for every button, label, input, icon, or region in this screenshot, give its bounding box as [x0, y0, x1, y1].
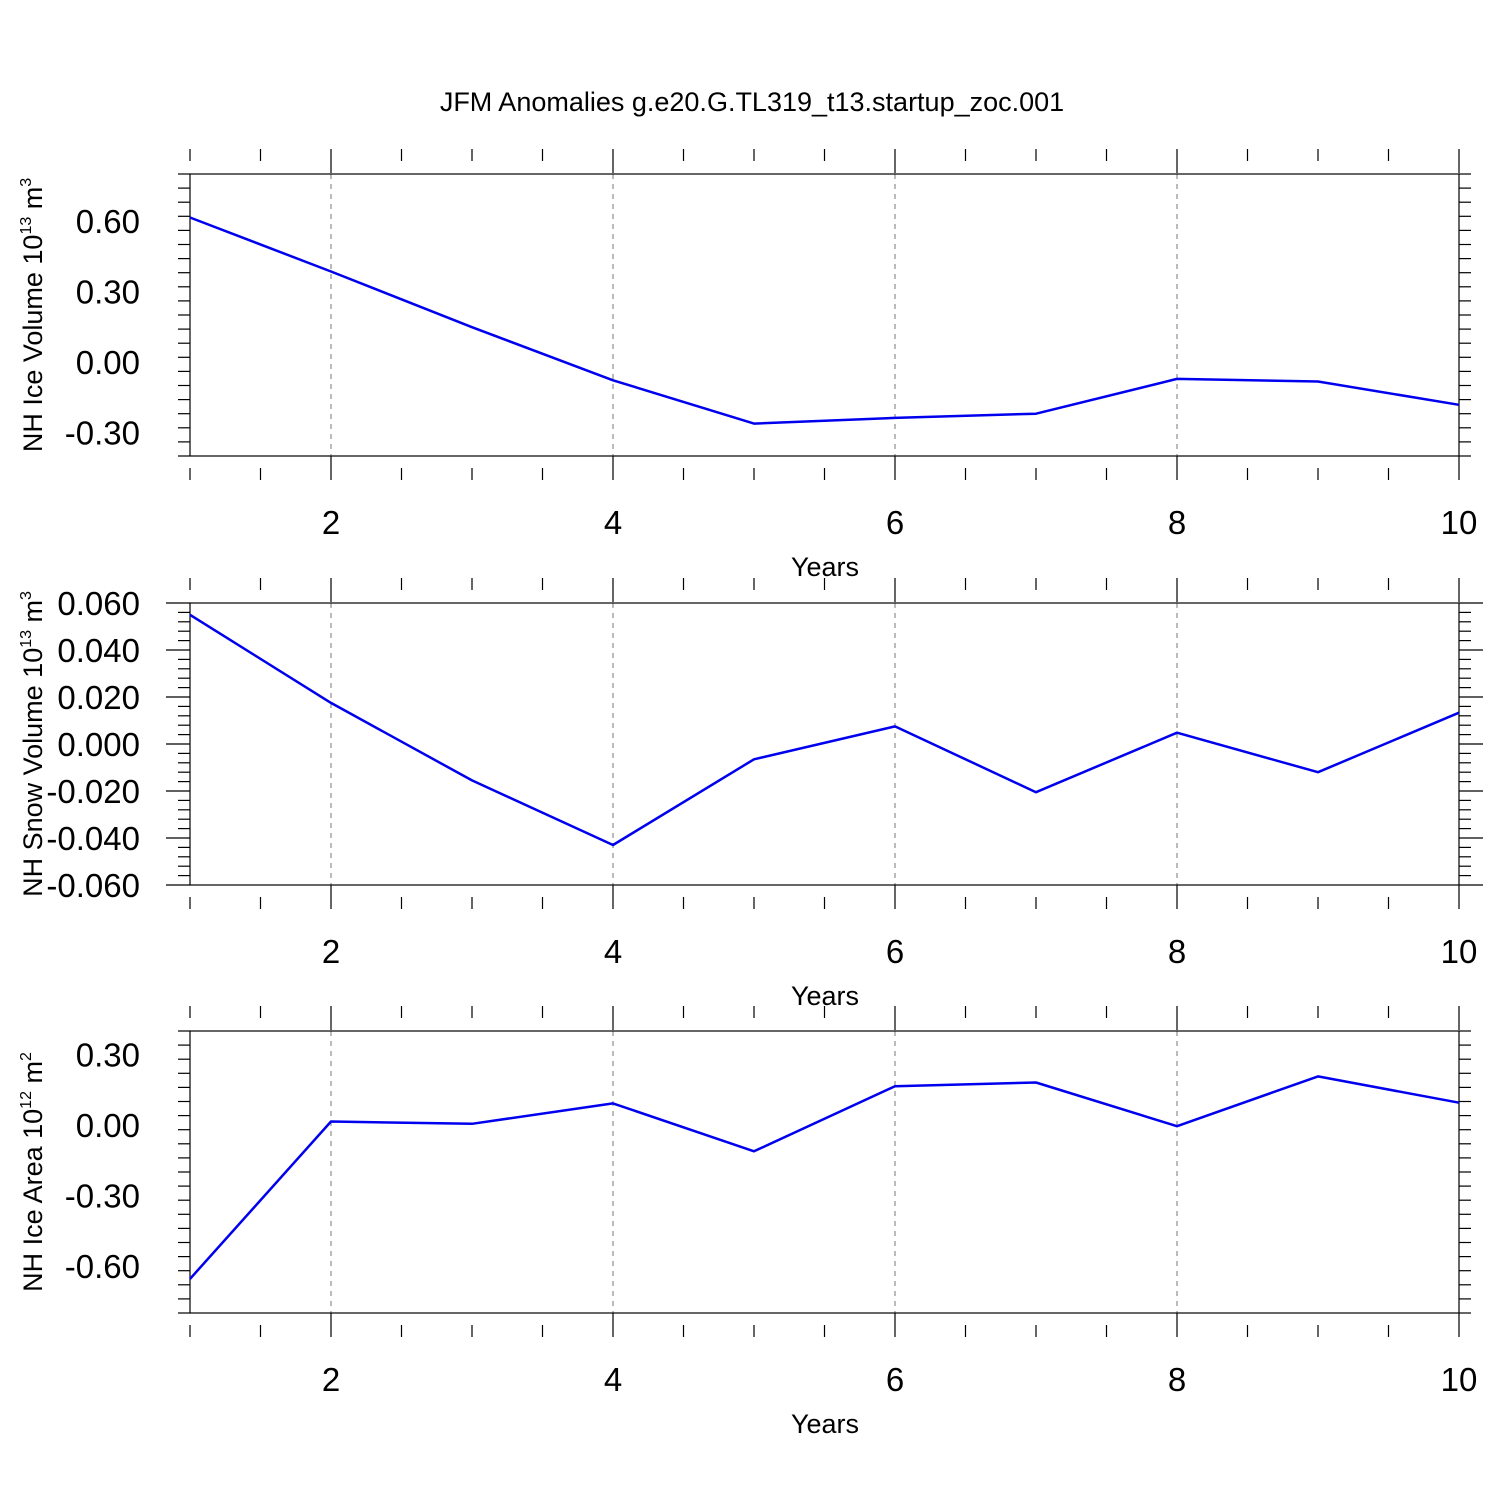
y-tick-label: -0.30 [65, 415, 140, 452]
x-axis-label: Years [791, 1409, 859, 1439]
y-tick-label: -0.30 [65, 1178, 140, 1215]
x-axis-label: Years [791, 552, 859, 582]
x-tick-label: 4 [604, 1361, 622, 1398]
chart-panel-3: -0.60 -0.30 0.00 0.30 2 4 6 8 10 Years NH Ice Area… [18, 1006, 1477, 1439]
x-tick-label: 4 [604, 933, 622, 970]
y-tick-label: -0.060 [46, 867, 140, 904]
figure-title: JFM Anomalies g.e20.G.TL319_t13.startup_… [440, 87, 1064, 117]
x-tick-label: 10 [1441, 1361, 1478, 1398]
y-tick-label: 0.060 [57, 585, 140, 622]
x-tick-label: 10 [1441, 933, 1478, 970]
y-tick-label: 0.30 [76, 1037, 140, 1074]
x-tick-label: 2 [322, 1361, 340, 1398]
x-tick-label: 4 [604, 504, 622, 541]
x-tick-label: 6 [886, 504, 904, 541]
y-tick-label: 0.60 [76, 203, 140, 240]
y-tick-label: 0.30 [76, 274, 140, 311]
y-tick-label: -0.040 [46, 820, 140, 857]
x-tick-label: 6 [886, 1361, 904, 1398]
y-tick-label: 0.020 [57, 679, 140, 716]
y-tick-label: 0.00 [76, 344, 140, 381]
x-tick-label: 2 [322, 504, 340, 541]
y-axis-label: NH Snow Volume 1013 m3 [18, 591, 48, 897]
series-line [189, 613, 1460, 847]
x-tick-label: 2 [322, 933, 340, 970]
x-tick-label: 6 [886, 933, 904, 970]
chart-panel-1: -0.30 0.00 0.30 0.60 2 4 6 8 10 Years NH Ice Volum… [18, 149, 1477, 582]
panels: -0.30 0.00 0.30 0.60 2 4 6 8 10 Years NH Ice Volum… [18, 149, 1483, 1439]
y-tick-label: 0.000 [57, 726, 140, 763]
y-tick-label: 0.00 [76, 1107, 140, 1144]
x-tick-label: 8 [1168, 504, 1186, 541]
y-axis-label: NH Ice Volume 1013 m3 [18, 178, 48, 452]
y-axis-label: NH Ice Area 1012 m2 [18, 1052, 48, 1292]
y-tick-label: -0.020 [46, 773, 140, 810]
x-tick-label: 8 [1168, 933, 1186, 970]
x-tick-label: 8 [1168, 1361, 1186, 1398]
series-line [189, 216, 1460, 425]
x-tick-label: 10 [1441, 504, 1478, 541]
y-tick-label: -0.60 [65, 1248, 140, 1285]
y-tick-label: 0.040 [57, 632, 140, 669]
series-line [189, 1075, 1460, 1280]
chart-panel-2: -0.060 -0.040 -0.020 0.000 0.020 0.040 0.060 2 4… [18, 578, 1483, 1011]
